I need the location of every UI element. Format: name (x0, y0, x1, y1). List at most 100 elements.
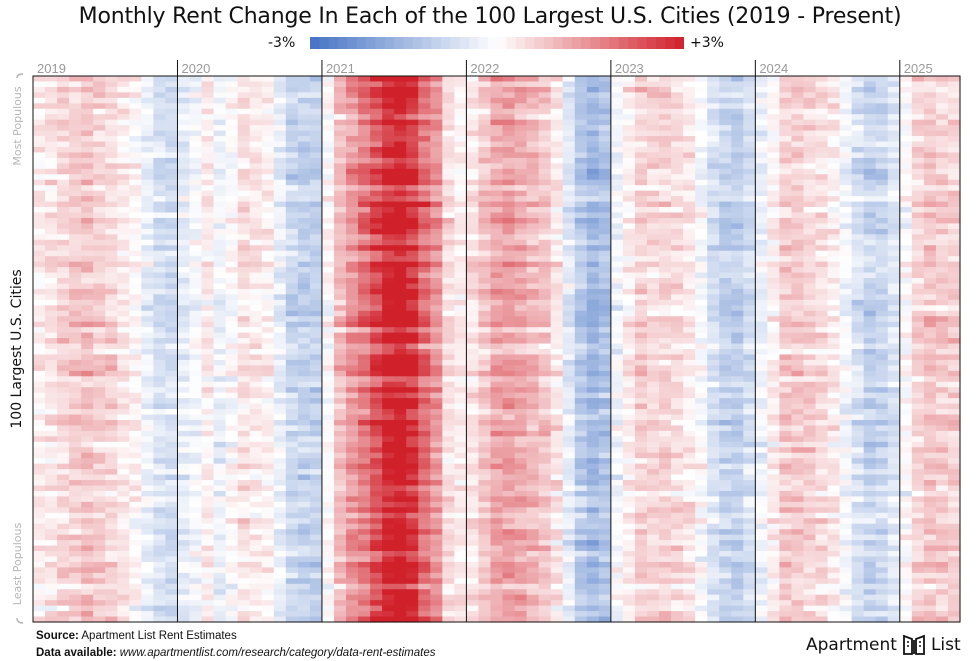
heatmap-cell (309, 267, 323, 274)
heatmap-cell (418, 321, 431, 328)
heatmap-cell (249, 359, 263, 366)
heatmap-cell (646, 152, 660, 159)
heatmap-cell (105, 409, 118, 416)
heatmap-cell (767, 141, 781, 148)
heatmap-cell (791, 86, 805, 93)
heatmap-cell (767, 321, 781, 328)
legend-step (497, 37, 507, 49)
heatmap-cell (33, 168, 46, 175)
heatmap-cell (309, 97, 323, 104)
heatmap-cell (321, 168, 335, 175)
heatmap-cell (514, 250, 528, 257)
heatmap-cell (478, 228, 492, 235)
heatmap-cell (851, 179, 865, 186)
heatmap-cell (550, 136, 564, 143)
heatmap-cell (646, 359, 660, 366)
heatmap-cell (141, 185, 154, 192)
heatmap-cell (297, 359, 311, 366)
heatmap-cell (297, 108, 311, 115)
heatmap-cell (695, 223, 708, 230)
heatmap-cell (394, 343, 407, 350)
heatmap-cell (610, 398, 624, 405)
heatmap-cell (189, 152, 203, 159)
heatmap-cell (502, 228, 516, 235)
heatmap-cell (598, 256, 612, 263)
heatmap-cell (69, 130, 82, 137)
heatmap-cell (309, 223, 323, 230)
heatmap-cell (514, 217, 528, 225)
heatmap-cell (827, 310, 841, 317)
heatmap-cell (57, 332, 70, 339)
heatmap-cell (105, 365, 118, 372)
heatmap-cell (69, 349, 82, 356)
heatmap-cell (683, 239, 696, 246)
heatmap-cell (622, 81, 636, 88)
heatmap-cell (394, 250, 407, 257)
heatmap-cell (454, 299, 467, 306)
heatmap-cell (719, 414, 732, 421)
heatmap-cell (659, 76, 672, 83)
heatmap-cell (117, 299, 130, 306)
heatmap-cell (382, 321, 395, 328)
heatmap-cell (707, 338, 720, 345)
heatmap-cell (406, 387, 419, 394)
heatmap-cell (634, 305, 648, 312)
heatmap-cell (442, 97, 455, 104)
heatmap-cell (683, 414, 696, 421)
heatmap-cell (683, 201, 696, 208)
heatmap-cell (442, 108, 455, 115)
heatmap-cell (105, 228, 118, 235)
heatmap-cell (93, 272, 106, 279)
heatmap-cell (634, 196, 648, 203)
heatmap-cell (237, 103, 251, 110)
heatmap-cell (683, 376, 696, 383)
heatmap-cell (646, 201, 660, 208)
heatmap-cell (743, 228, 756, 235)
heatmap-cell (141, 228, 154, 235)
heatmap-cell (141, 370, 154, 377)
heatmap-cell (33, 201, 46, 208)
heatmap-cell (346, 327, 359, 334)
heatmap-cell (851, 212, 865, 219)
heatmap-cell (550, 76, 564, 83)
heatmap-cell (695, 196, 708, 203)
heatmap-cell (935, 370, 949, 377)
heatmap-cell (129, 114, 142, 121)
heatmap-cell (117, 343, 130, 350)
heatmap-cell (683, 157, 696, 164)
heatmap-cell (707, 163, 720, 170)
heatmap-cell (695, 239, 708, 246)
heatmap-cell (141, 376, 154, 383)
heatmap-cell (947, 392, 961, 399)
heatmap-cell (201, 316, 215, 323)
heatmap-cell (610, 381, 624, 388)
heatmap-cell (406, 234, 419, 241)
heatmap-cell (514, 338, 528, 345)
heatmap-cell (743, 108, 756, 115)
heatmap-cell (358, 81, 371, 88)
heatmap-cell (129, 359, 142, 366)
heatmap-cell (81, 152, 94, 159)
heatmap-cell (93, 381, 106, 388)
heatmap-cell (791, 278, 805, 285)
heatmap-cell (394, 130, 407, 137)
heatmap-cell (370, 168, 383, 175)
heatmap-cell (947, 185, 961, 192)
heatmap-cell (683, 141, 696, 148)
heatmap-cell (935, 201, 949, 208)
heatmap-cell (57, 207, 70, 214)
heatmap-cell (478, 97, 492, 104)
heatmap-cell (201, 163, 215, 170)
legend-step (384, 37, 395, 49)
heatmap-cell (358, 256, 371, 263)
heatmap-cell (406, 392, 419, 399)
heatmap-cell (333, 179, 347, 186)
heatmap-cell (165, 419, 179, 427)
heatmap-cell (923, 81, 937, 88)
heatmap-cell (743, 119, 756, 126)
heatmap-cell (671, 179, 684, 186)
heatmap-cell (273, 403, 287, 410)
heatmap-cell (153, 387, 167, 394)
heatmap-cell (719, 190, 732, 197)
heatmap-cell (526, 141, 540, 148)
